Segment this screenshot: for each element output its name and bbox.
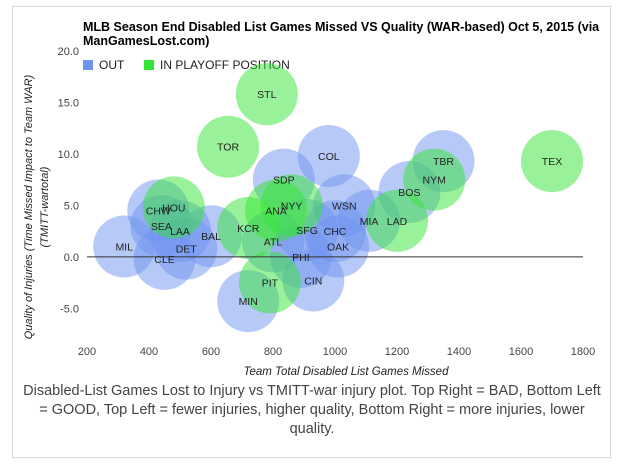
y-tick-label: 15.0 xyxy=(58,97,79,109)
y-axis-label-2: (TMITT-wartotal) xyxy=(39,166,51,247)
x-tick-label: 1800 xyxy=(571,346,595,358)
bubble-label-mil: MIL xyxy=(115,242,133,254)
chart-title: MLB Season End Disabled List Games Misse… xyxy=(83,20,600,34)
x-tick-label: 400 xyxy=(140,346,158,358)
bubble-label-col: COL xyxy=(318,151,340,163)
bubble-label-cle: CLE xyxy=(154,254,174,266)
bubble-stl xyxy=(235,63,298,126)
bubble-label-kcr: KCR xyxy=(237,223,260,235)
bubble-label-det: DET xyxy=(176,244,198,256)
legend-label-out: OUT xyxy=(99,58,125,72)
bubble-label-sdp: SDP xyxy=(273,175,295,187)
bubble-tex xyxy=(521,130,583,193)
bubble-lad xyxy=(366,189,428,252)
x-tick-label: 200 xyxy=(78,346,96,358)
bubble-label-min: MIN xyxy=(239,296,258,308)
bubble-label-oak: OAK xyxy=(327,242,349,254)
bubble-label-sfg: SFG xyxy=(296,225,318,237)
bubble-label-bal: BAL xyxy=(201,231,221,243)
x-tick-label: 1000 xyxy=(323,346,347,358)
x-axis-label: Team Total Disabled List Games Missed xyxy=(244,366,450,378)
legend-swatch-out xyxy=(83,60,93,70)
bubble-label-chw: CHW xyxy=(146,206,171,218)
y-tick-label: -5.0 xyxy=(60,303,79,315)
x-tick-label: 800 xyxy=(264,346,282,358)
legend-swatch-in-playoff xyxy=(144,60,154,70)
bubble-label-nym_nl: NYY xyxy=(281,200,303,212)
y-axis-label: Quality of Injuries (Time Missed Impact … xyxy=(23,74,35,339)
bubble-hou xyxy=(142,176,205,239)
bubble-label-phi: PHI xyxy=(292,252,310,264)
scatter-chart: MLB Season End Disabled List Games Misse… xyxy=(23,20,600,378)
chart-frame: MLB Season End Disabled List Games Misse… xyxy=(12,6,611,458)
bubble-tor xyxy=(197,115,260,178)
bubble-label-tor: TOR xyxy=(217,142,239,154)
axes-layer: 200 400 600 800 1000 1200 1400 1600 1800 20.0 15.0… xyxy=(58,46,596,358)
bubble-label-pit: PIT xyxy=(262,278,279,290)
y-tick-label: 5.0 xyxy=(64,200,79,212)
bubble-nym xyxy=(403,148,466,211)
x-tick-label: 1200 xyxy=(385,346,409,358)
bubble-label-stl: STL xyxy=(257,89,276,101)
y-tick-label: 10.0 xyxy=(58,149,79,161)
bubble-label-tbr: TBR xyxy=(433,156,454,168)
bubble-label-sea: SEA xyxy=(151,221,172,233)
bubble-pit xyxy=(238,251,301,314)
bubble-label-wsn: WSN xyxy=(332,200,357,212)
x-tick-label: 1600 xyxy=(509,346,533,358)
bubble-label-cin: CIN xyxy=(304,275,322,287)
bubble-label-chc: CHC xyxy=(324,226,347,238)
x-tick-label: 600 xyxy=(202,346,220,358)
y-tick-label: 0.0 xyxy=(64,252,79,264)
chart-title-line2: ManGamesLost.com) xyxy=(83,34,209,48)
bubble-nym_nl xyxy=(260,174,323,237)
figure-caption: Disabled-List Games Lost to Injury vs TM… xyxy=(23,383,601,437)
bubble-label-lad: LAD xyxy=(387,216,408,228)
bubble-label-bos: BOS xyxy=(398,187,420,199)
bubble-col xyxy=(297,124,360,187)
x-tick-label: 1400 xyxy=(447,346,471,358)
bubble-label-hou: HOU xyxy=(162,202,185,214)
bubble-label-nym: NYM xyxy=(423,175,446,187)
y-tick-label: 20.0 xyxy=(58,46,79,58)
bubble-label-laa: LAA xyxy=(170,226,190,238)
bubble-label-atl: ATL xyxy=(264,236,283,248)
bubble-label-tex: TEX xyxy=(542,156,562,168)
bubble-label-ana: ANA xyxy=(265,206,287,218)
bubble-label-mia: MIA xyxy=(360,216,379,228)
